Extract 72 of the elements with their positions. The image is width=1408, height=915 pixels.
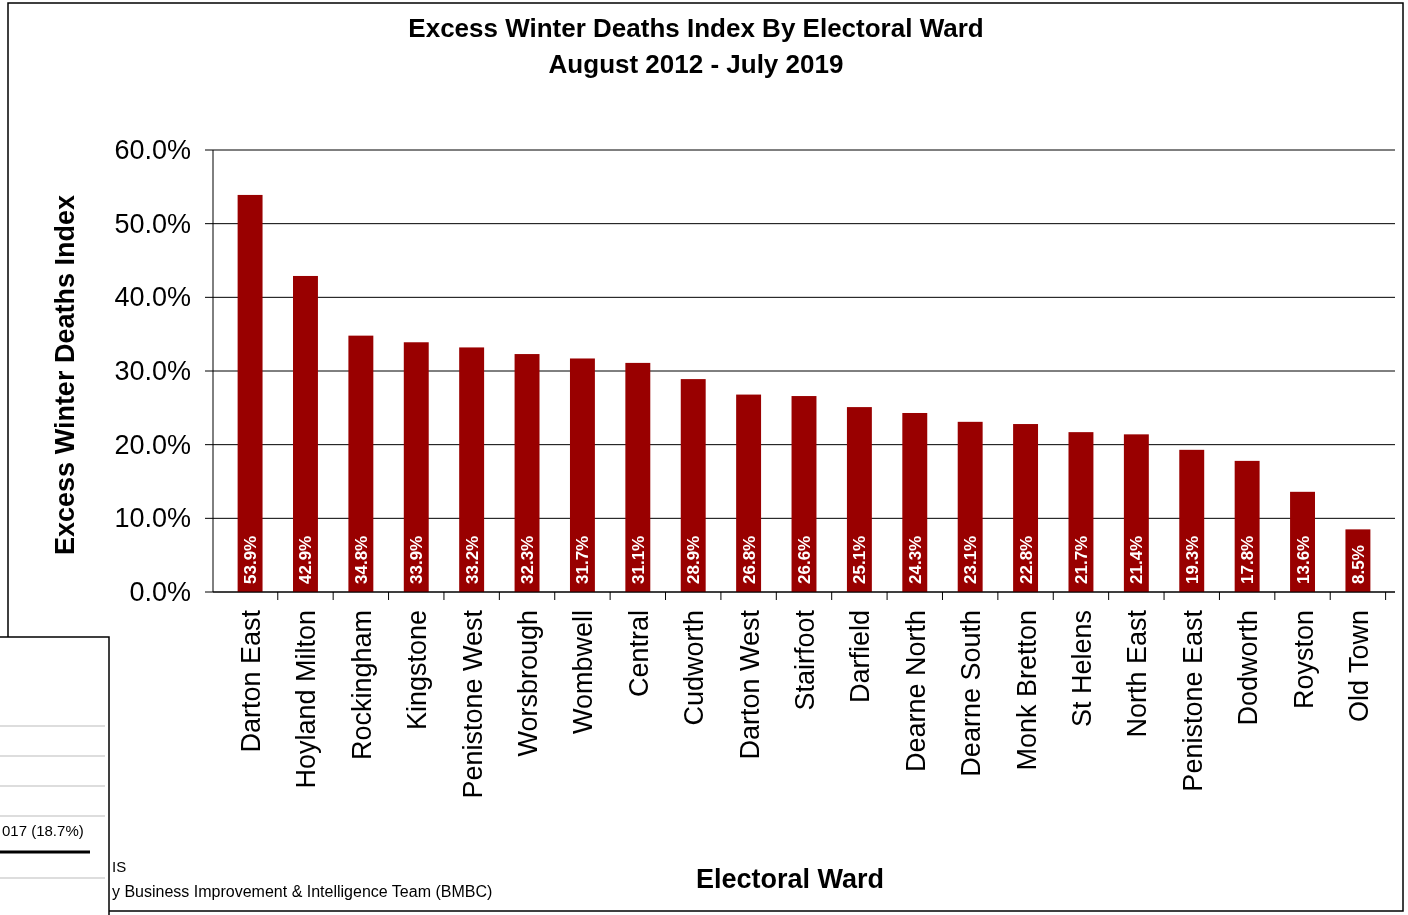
data-label: 13.6%	[1293, 535, 1313, 584]
x-tick-label: Central	[623, 610, 654, 698]
x-tick-label: Dearne South	[956, 610, 987, 777]
text: y Business Improvement & Intelligence Team (BMBC)	[112, 883, 493, 900]
bar	[1123, 434, 1149, 592]
y-tick-label: 50.0%	[114, 208, 191, 239]
data-label: 34.8%	[351, 535, 371, 584]
data-label: 17.8%	[1238, 535, 1258, 584]
data-label: 26.6%	[795, 535, 814, 584]
x-tick-label: Kingstone	[402, 610, 433, 731]
y-tick-label: 40.0%	[114, 282, 191, 313]
bar	[237, 194, 263, 592]
x-tick-label: Cudworth	[679, 610, 710, 726]
data-label: 24.3%	[905, 535, 925, 584]
data-label: 31.7%	[573, 535, 593, 584]
y-tick-label: 0.0%	[129, 577, 191, 607]
bar	[902, 412, 928, 592]
data-label: 23.1%	[961, 535, 981, 584]
x-axis-title: Electoral Ward	[695, 864, 885, 894]
data-label: 33.9%	[407, 535, 427, 584]
bar	[348, 335, 374, 592]
data-label: 28.9%	[684, 535, 704, 584]
bar	[957, 421, 983, 592]
x-tick-label: North East	[1122, 609, 1153, 738]
bar	[1013, 424, 1039, 592]
x-tick-label: Dearne North	[900, 610, 931, 773]
bar	[1068, 432, 1094, 592]
y-tick-label: 20.0%	[114, 429, 191, 460]
x-tick-label: Rockingham	[346, 610, 377, 761]
data-label: 26.8%	[739, 535, 759, 584]
x-tick-label: Royston	[1288, 610, 1319, 710]
bar	[403, 342, 429, 592]
x-tick-label: Penistone West	[457, 609, 488, 799]
x-tick-label: St Helens	[1066, 610, 1097, 728]
bar	[459, 347, 485, 592]
y-tick-label: 30.0%	[114, 356, 191, 386]
data-label: 53.9%	[241, 535, 261, 584]
data-label: 21.4%	[1127, 535, 1147, 584]
x-tick-label: Penistone East	[1177, 609, 1208, 792]
bar	[680, 379, 706, 592]
x-tick-label: Worsbrough	[513, 610, 544, 757]
bar	[514, 354, 540, 592]
data-label: 25.1%	[850, 535, 870, 584]
bar	[736, 394, 762, 592]
text: 017 (18.7%)	[2, 822, 84, 839]
data-label: 31.1%	[628, 535, 648, 584]
data-label: 19.3%	[1182, 535, 1202, 584]
x-tick-label: Darfield	[845, 610, 876, 704]
x-tick-label: Darton West	[734, 609, 765, 760]
y-tick-label: 60.0%	[114, 135, 191, 165]
x-tick-label: Stairfoot	[790, 609, 820, 711]
x-tick-label: Hoyland Milton	[291, 610, 322, 789]
y-tick-label: 10.0%	[114, 503, 191, 534]
chart-title: Excess Winter Deaths Index By Electoral Ward	[408, 13, 984, 43]
x-tick-label: Old Town	[1343, 610, 1374, 723]
bar	[625, 362, 651, 592]
y-axis-title: Excess Winter Deaths Index	[50, 195, 80, 555]
data-label: 33.2%	[462, 535, 482, 584]
data-label: 42.9%	[296, 535, 316, 584]
text: IS	[112, 858, 127, 875]
data-label: 22.8%	[1016, 535, 1036, 584]
x-tick-label: Wombwell	[568, 610, 599, 735]
data-label: 8.5%	[1348, 545, 1368, 584]
data-label: 21.7%	[1071, 535, 1091, 584]
x-tick-label: Dodworth	[1233, 610, 1264, 726]
bar	[293, 275, 318, 592]
data-label: 32.3%	[518, 535, 538, 584]
bar	[569, 358, 595, 592]
chart-subtitle: August 2012 - July 2019	[548, 49, 844, 79]
bar	[846, 407, 872, 592]
x-tick-label: Darton East	[236, 609, 267, 753]
x-tick-label: Monk Bretton	[1011, 610, 1042, 771]
